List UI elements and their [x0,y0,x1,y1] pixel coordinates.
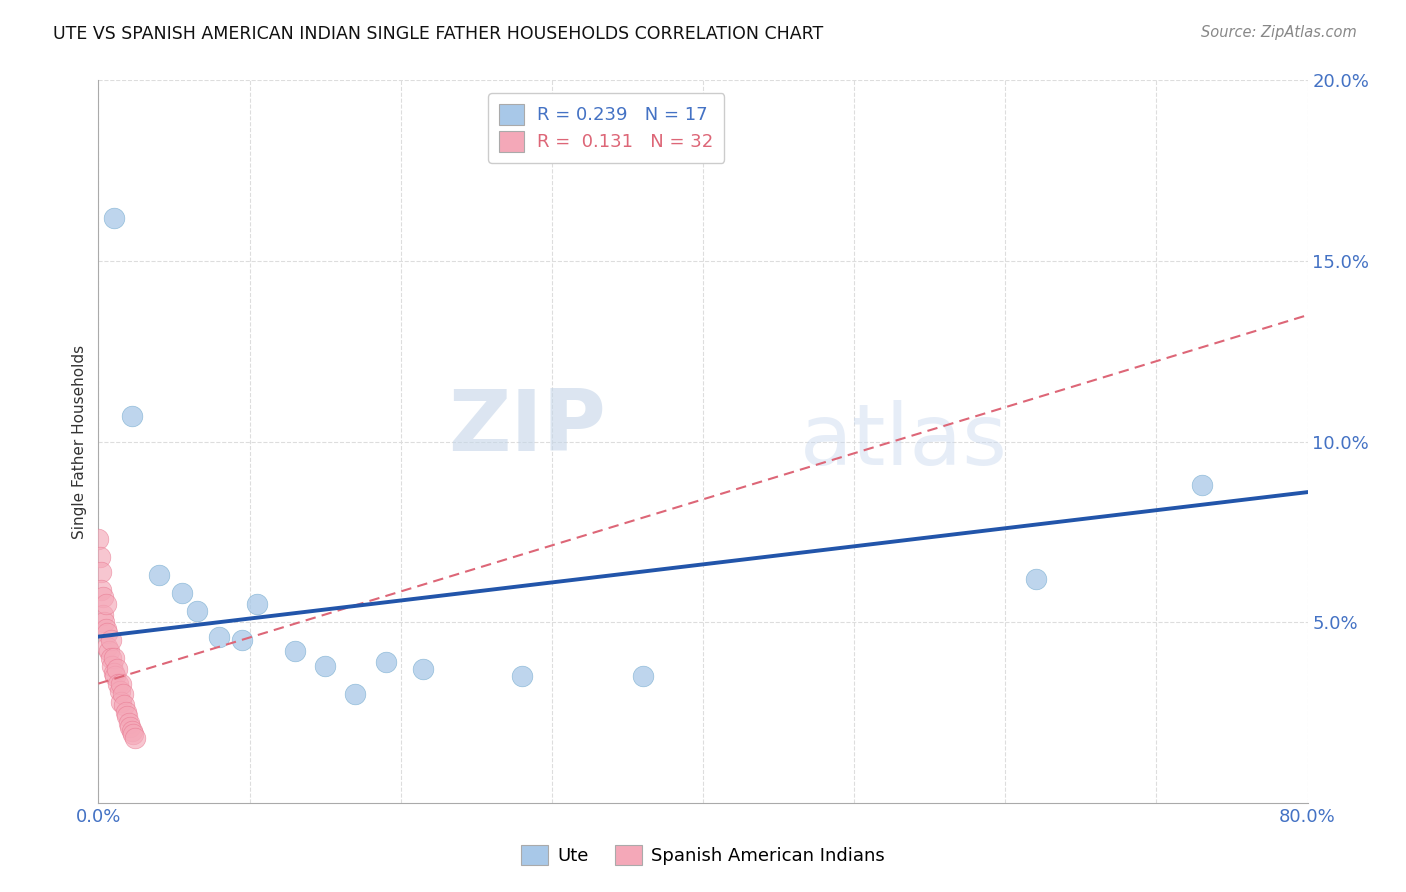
Point [208,630,231,644]
Point [314,658,336,673]
Point [101,658,124,673]
Point [93,615,115,630]
Y-axis label: Single Father Households: Single Father Households [72,344,87,539]
Point [246,597,269,611]
Point [103,211,125,225]
Point [1191,478,1213,492]
Point [110,695,132,709]
Point [110,676,132,690]
Point [111,687,134,701]
Text: ZIP: ZIP [449,385,606,468]
Point [374,655,396,669]
Point [231,633,253,648]
Point [100,633,122,648]
Point [122,727,145,741]
Point [344,687,367,701]
Point [186,604,208,618]
Legend: R = 0.239   N = 17, R =  0.131   N = 32: R = 0.239 N = 17, R = 0.131 N = 32 [488,93,724,162]
Point [112,698,135,713]
Point [170,586,193,600]
Point [121,723,143,738]
Point [94,623,117,637]
Point [100,651,122,665]
Point [118,716,141,731]
Point [121,409,143,424]
Point [114,706,136,720]
Point [103,651,125,665]
Point [412,662,434,676]
Point [94,597,117,611]
Point [103,665,125,680]
Point [98,644,121,658]
Point [89,550,111,565]
Legend: Ute, Spanish American Indians: Ute, Spanish American Indians [513,838,893,872]
Point [90,565,112,579]
Point [105,662,128,676]
Point [124,731,146,745]
Point [108,683,131,698]
Point [107,676,129,690]
Point [91,607,114,622]
Point [96,626,118,640]
Point [631,669,654,683]
Point [91,590,114,604]
Text: atlas: atlas [800,400,1008,483]
Point [510,669,533,683]
Point [90,582,112,597]
Text: Source: ZipAtlas.com: Source: ZipAtlas.com [1201,25,1357,40]
Point [1024,572,1046,586]
Point [148,568,170,582]
Point [96,640,118,655]
Point [284,644,307,658]
Text: UTE VS SPANISH AMERICAN INDIAN SINGLE FATHER HOUSEHOLDS CORRELATION CHART: UTE VS SPANISH AMERICAN INDIAN SINGLE FA… [53,25,824,43]
Point [87,532,110,546]
Point [120,720,142,734]
Point [115,709,138,723]
Point [104,669,127,683]
